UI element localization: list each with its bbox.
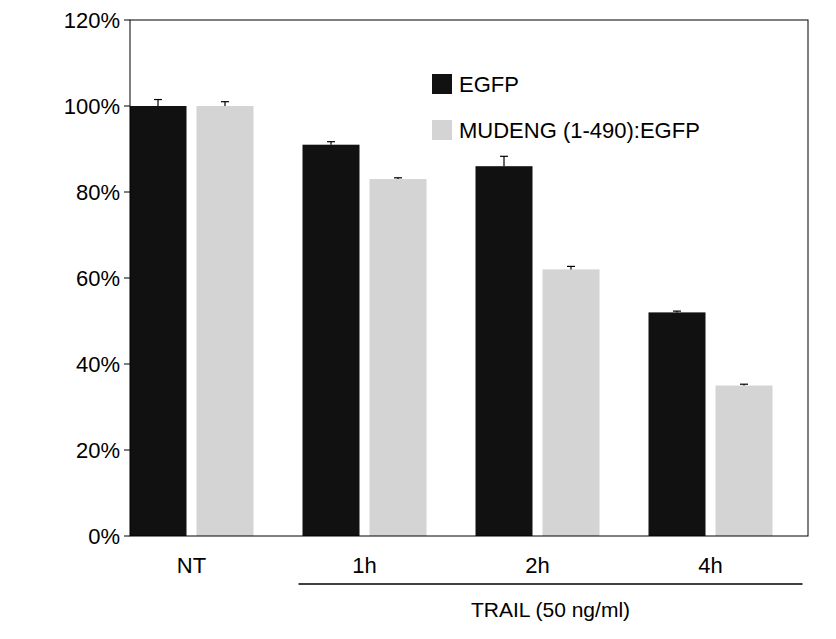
error-stem bbox=[224, 102, 225, 106]
error-stem bbox=[157, 100, 158, 106]
x-tick-label: 2h bbox=[525, 553, 549, 578]
x-tick-label: 1h bbox=[352, 553, 376, 578]
bar bbox=[130, 106, 187, 536]
y-tick-label: 120% bbox=[64, 8, 120, 33]
legend-swatch bbox=[432, 120, 452, 140]
error-bar bbox=[394, 178, 402, 179]
error-cap bbox=[673, 311, 681, 312]
x-tick-label: 4h bbox=[698, 553, 722, 578]
y-tick bbox=[124, 278, 130, 279]
y-tick-label: 60% bbox=[76, 266, 120, 291]
y-tick-label: 100% bbox=[64, 94, 120, 119]
bar bbox=[303, 145, 360, 536]
chart-container: 0% 20% 40% 60% 80% 100% 120% NT 1h 2h 4h TRAIL (50 … bbox=[0, 0, 836, 639]
y-tick-label: 40% bbox=[76, 352, 120, 377]
error-cap bbox=[327, 141, 335, 142]
legend-label: MUDENG (1-490):EGFP bbox=[459, 118, 700, 143]
error-bar bbox=[327, 142, 335, 145]
error-cap bbox=[154, 99, 162, 100]
error-cap bbox=[221, 101, 229, 102]
legend: EGFP MUDENG (1-490):EGFP bbox=[432, 72, 700, 143]
error-bar bbox=[567, 266, 575, 269]
bar bbox=[543, 269, 600, 536]
error-bar bbox=[740, 384, 748, 385]
y-tick-label: 0% bbox=[88, 524, 120, 549]
bar bbox=[649, 312, 706, 536]
bar bbox=[197, 106, 254, 536]
y-tick bbox=[124, 364, 130, 365]
legend-swatch bbox=[432, 74, 452, 94]
error-cap bbox=[740, 384, 748, 385]
error-cap bbox=[567, 266, 575, 267]
error-bar bbox=[500, 156, 508, 166]
bar bbox=[476, 166, 533, 536]
y-tick bbox=[124, 106, 130, 107]
legend-label: EGFP bbox=[459, 72, 519, 97]
error-bar bbox=[154, 100, 162, 106]
annotation: TRAIL (50 ng/ml) bbox=[471, 598, 630, 621]
chart: 0% 20% 40% 60% 80% 100% 120% NT 1h 2h 4h TRAIL (50 … bbox=[0, 0, 836, 639]
error-cap bbox=[394, 177, 402, 178]
bar bbox=[370, 179, 427, 536]
y-tick-label: 80% bbox=[76, 180, 120, 205]
error-cap bbox=[500, 156, 508, 157]
error-bar bbox=[673, 311, 681, 312]
y-tick bbox=[124, 536, 130, 537]
plot-frame bbox=[130, 20, 808, 536]
error-bar bbox=[221, 102, 229, 106]
x-tick-label: NT bbox=[177, 553, 206, 578]
y-tick bbox=[124, 450, 130, 451]
y-tick-label: 20% bbox=[76, 438, 120, 463]
annotation-line bbox=[299, 583, 803, 585]
y-tick bbox=[124, 192, 130, 193]
bar bbox=[716, 386, 773, 537]
y-tick bbox=[124, 20, 130, 21]
bars bbox=[130, 100, 773, 536]
error-stem bbox=[503, 156, 504, 166]
